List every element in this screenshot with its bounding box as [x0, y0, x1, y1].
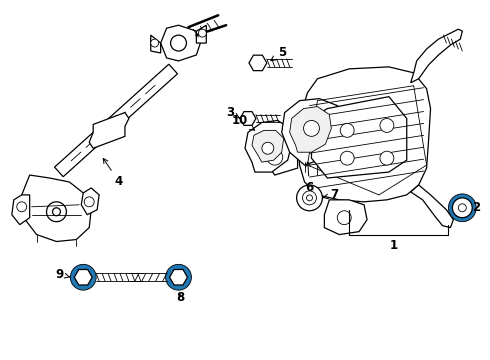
Circle shape: [296, 185, 322, 211]
Text: 9: 9: [55, 268, 70, 281]
Polygon shape: [290, 107, 331, 152]
Polygon shape: [151, 35, 161, 53]
Circle shape: [340, 151, 354, 165]
Text: 3: 3: [226, 106, 240, 119]
Polygon shape: [161, 25, 200, 61]
Circle shape: [380, 151, 394, 165]
Circle shape: [452, 198, 472, 218]
Circle shape: [303, 121, 319, 136]
Circle shape: [458, 204, 466, 212]
Circle shape: [71, 264, 96, 290]
Polygon shape: [196, 25, 206, 43]
Circle shape: [47, 202, 66, 222]
Polygon shape: [312, 96, 407, 178]
Text: 8: 8: [176, 291, 185, 303]
Circle shape: [302, 191, 317, 205]
Polygon shape: [282, 99, 341, 165]
Circle shape: [84, 197, 94, 207]
Circle shape: [17, 202, 26, 212]
Text: 10: 10: [232, 114, 255, 130]
Polygon shape: [245, 121, 292, 172]
Polygon shape: [81, 188, 99, 215]
Polygon shape: [411, 29, 462, 83]
Circle shape: [340, 123, 354, 137]
Polygon shape: [252, 130, 284, 162]
Polygon shape: [54, 64, 177, 177]
Text: 5: 5: [271, 46, 286, 61]
Text: 7: 7: [323, 188, 339, 201]
Circle shape: [380, 118, 394, 132]
Circle shape: [52, 208, 60, 216]
Polygon shape: [12, 195, 30, 225]
Circle shape: [337, 211, 351, 225]
Text: 1: 1: [390, 239, 398, 252]
Polygon shape: [411, 185, 453, 228]
Text: 6: 6: [305, 162, 314, 194]
Polygon shape: [324, 200, 367, 235]
Circle shape: [151, 39, 159, 47]
Circle shape: [198, 29, 206, 37]
Circle shape: [448, 194, 476, 222]
Polygon shape: [22, 175, 91, 242]
Circle shape: [307, 195, 313, 201]
Text: 2: 2: [472, 201, 480, 214]
Circle shape: [267, 149, 283, 165]
Circle shape: [166, 264, 192, 290]
Polygon shape: [268, 140, 297, 175]
Circle shape: [262, 142, 274, 154]
Circle shape: [171, 35, 187, 51]
Polygon shape: [297, 67, 431, 202]
Text: 4: 4: [103, 158, 123, 189]
Polygon shape: [89, 113, 129, 148]
